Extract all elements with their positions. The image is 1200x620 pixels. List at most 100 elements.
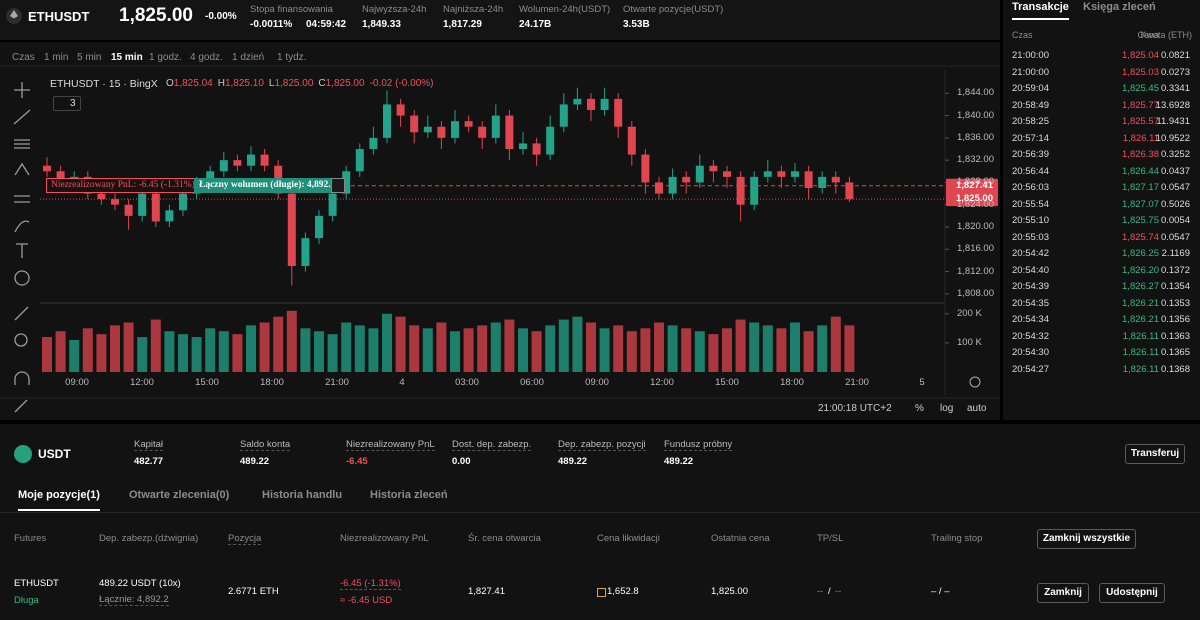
- account-panel: [0, 424, 1200, 620]
- ohlc-key: L: [268, 78, 275, 89]
- position-size: 2.6771 ETH: [228, 586, 279, 597]
- candle-body: [355, 149, 364, 172]
- magnet-tool[interactable]: [14, 371, 30, 385]
- volume-bar: [545, 325, 556, 372]
- candle-body: [791, 171, 799, 177]
- scale-option[interactable]: auto: [967, 403, 987, 414]
- trade-time: 20:59:04: [1012, 83, 1049, 94]
- crosshair-tool[interactable]: [14, 82, 30, 98]
- tab[interactable]: Historia handlu: [262, 489, 343, 501]
- ohlc-item: L1,825.00: [269, 78, 314, 89]
- trade-time: 20:54:30: [1012, 347, 1049, 358]
- ohlc: O1,825.04 H1,825.10 L1,825.00 C1,825.00 -0.0…: [166, 78, 433, 89]
- price-tick-label: 1,832.00: [957, 154, 994, 166]
- drawing-tools[interactable]: [13, 82, 31, 413]
- ruler-tool[interactable]: [14, 306, 29, 321]
- scale-option[interactable]: %: [915, 403, 924, 414]
- interval-button[interactable]: 1 min: [44, 52, 69, 63]
- time-label: 4: [399, 377, 405, 388]
- interval-button[interactable]: 1 tydz.: [277, 52, 307, 63]
- transfer-button[interactable]: Transferuj: [1125, 444, 1185, 464]
- symbol: ETHUSDT: [28, 9, 90, 24]
- pattern-tool[interactable]: [14, 162, 30, 176]
- trade-amount: 0.1365: [1160, 347, 1190, 358]
- volume-bar: [164, 331, 175, 372]
- candle-body: [655, 182, 663, 194]
- trade-price: 1,826.38: [1122, 149, 1159, 160]
- volume-bar: [150, 319, 161, 372]
- text-tool[interactable]: [16, 243, 28, 258]
- column-header: Niezrealizowany PnL: [340, 533, 429, 544]
- time-label: 12:00: [650, 377, 674, 388]
- time-label: 18:00: [260, 377, 284, 388]
- indicators-toggle[interactable]: 3: [53, 96, 81, 111]
- tab-active[interactable]: Transakcje: [1012, 1, 1069, 20]
- interval-button[interactable]: 1 dzień: [232, 52, 265, 63]
- volume-bar: [395, 316, 406, 372]
- settings-icon[interactable]: [969, 376, 981, 388]
- last-price: 1,825.00: [119, 5, 193, 26]
- stat-value: 3.53B: [623, 19, 650, 30]
- volume-bar: [694, 331, 705, 372]
- share-button[interactable]: Udostępnij: [1099, 583, 1165, 603]
- interval-button[interactable]: 5 min: [77, 52, 102, 63]
- trade-amount: 10.9522: [1155, 132, 1190, 144]
- position-pnl: -6.45 (-1.31%): [340, 578, 401, 590]
- candle-body: [315, 215, 323, 239]
- volume-tick-label: 200 K: [957, 307, 982, 319]
- trade-time: 20:55:03: [1012, 231, 1049, 243]
- volume-bar: [123, 322, 134, 372]
- tab[interactable]: Otwarte zlecenia(0): [129, 489, 230, 501]
- interval-button[interactable]: 1 godz.: [149, 52, 182, 63]
- trade-price: 1,825.04: [1122, 50, 1159, 61]
- scale-option[interactable]: log: [940, 403, 954, 414]
- overlay-close[interactable]: [331, 178, 345, 193]
- candle-body: [587, 98, 595, 110]
- volume-bar: [749, 322, 760, 372]
- usdt-icon: [14, 445, 32, 463]
- emoji-tool[interactable]: [14, 270, 30, 286]
- candle-body: [519, 143, 527, 149]
- volume-bar: [246, 325, 256, 372]
- projection-tool[interactable]: [14, 195, 30, 203]
- ohlc-item: O1,825.04: [166, 78, 213, 89]
- stat-value: 1,849.33: [362, 19, 401, 30]
- price-tag: 1,827.41: [956, 179, 993, 191]
- trade-time: 20:54:39: [1012, 281, 1049, 292]
- fib-tool[interactable]: [14, 139, 30, 149]
- account-label: Dost. dep. zabezp.: [452, 439, 532, 451]
- candle-body: [260, 154, 269, 166]
- volume-bar: [776, 328, 787, 372]
- stat-label: Najwyższa-24h: [362, 4, 427, 15]
- time-label: 21:00: [325, 377, 349, 388]
- interval-button[interactable]: 4 godz.: [190, 52, 223, 63]
- close-button[interactable]: Zamknij: [1037, 583, 1089, 603]
- trade-time: 20:54:42: [1012, 248, 1049, 259]
- line-tool[interactable]: [13, 109, 31, 125]
- brush-tool[interactable]: [14, 220, 30, 233]
- candle-body: [491, 115, 500, 138]
- volume-bar: [762, 325, 773, 372]
- position-last: 1,825.00: [711, 586, 748, 597]
- ohlc-value: 1,825.04: [173, 78, 213, 89]
- tab[interactable]: Księga zleceń: [1083, 1, 1156, 13]
- account-currency[interactable]: USDT: [38, 447, 71, 461]
- candle-body: [763, 171, 772, 177]
- price-tag-bg: [946, 192, 998, 207]
- close-all-button[interactable]: Zamknij wszystkie: [1037, 529, 1136, 549]
- tab[interactable]: Historia zleceń: [370, 489, 448, 501]
- eth-logo: [10, 10, 18, 19]
- interval-button[interactable]: 15 min: [111, 52, 143, 63]
- volume-bar: [708, 334, 719, 372]
- account-label: Kapitał: [134, 439, 164, 451]
- trade-amount: 0.3252: [1160, 149, 1190, 160]
- ohlc-item: H1,825.10: [218, 78, 264, 89]
- stat-extra: 04:59:42: [306, 19, 347, 30]
- tab-active[interactable]: Moje pozycje(1): [18, 489, 100, 511]
- price-tag-bg: [946, 178, 998, 193]
- lock-tool[interactable]: [14, 399, 28, 413]
- trade-price: 1,826.21: [1122, 297, 1159, 309]
- volume-bar: [110, 325, 120, 372]
- zoom-tool[interactable]: [14, 333, 28, 347]
